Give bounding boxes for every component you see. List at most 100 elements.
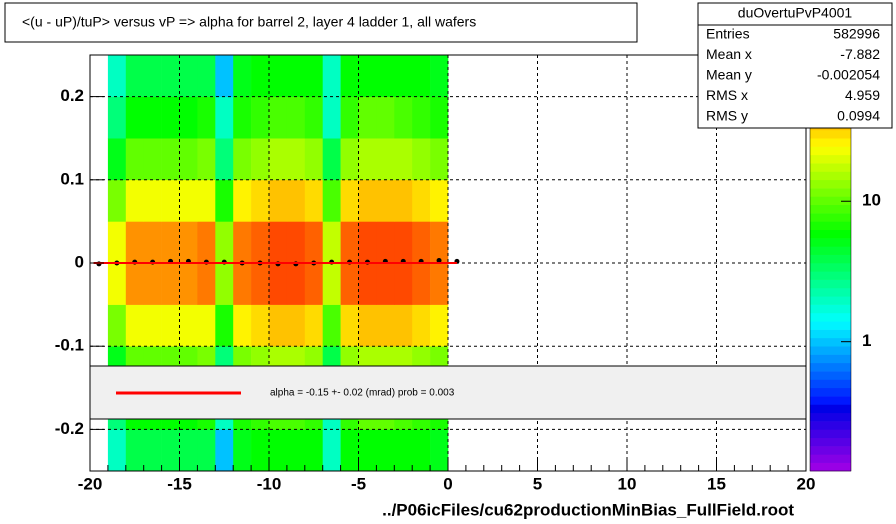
heat-cell — [304, 429, 323, 472]
heat-cell — [143, 263, 162, 305]
heat-cell — [251, 179, 270, 222]
palette-step — [810, 437, 851, 447]
heat-cell — [376, 55, 395, 97]
heat-cell — [412, 96, 431, 139]
heat-cell — [394, 138, 413, 181]
heat-cell — [430, 96, 449, 139]
heat-cell — [251, 263, 270, 305]
palette-step — [810, 146, 851, 156]
heat-cell — [125, 55, 144, 97]
heat-cell — [215, 304, 234, 347]
heat-cell — [358, 179, 377, 222]
heat-cell — [125, 96, 144, 139]
heat-cell — [340, 179, 359, 222]
heat-cell — [233, 96, 252, 139]
heat-cell — [233, 179, 252, 222]
heat-cell — [197, 304, 216, 347]
heat-cell — [179, 263, 198, 305]
heat-cell — [161, 96, 180, 139]
heat-cell — [322, 138, 341, 181]
heat-cell — [215, 179, 234, 222]
heat-cell — [358, 263, 377, 305]
palette-step — [810, 346, 851, 355]
x-tick-label: -10 — [257, 474, 282, 493]
heat-cell — [340, 221, 359, 264]
stats-value: 582996 — [833, 26, 880, 42]
heat-cell — [358, 304, 377, 347]
heat-cell — [269, 304, 288, 347]
heat-cell — [322, 96, 341, 139]
stats-label: Entries — [706, 26, 750, 42]
heat-cell — [358, 55, 377, 97]
heat-cell — [125, 179, 144, 222]
chart-title: <(u - uP)/tuP> versus vP => alpha for ba… — [22, 14, 476, 30]
heat-cell — [322, 429, 341, 472]
x-tick-label: 15 — [707, 474, 726, 493]
heat-cell — [394, 55, 413, 97]
heat-cell — [340, 55, 359, 97]
stats-label: RMS y — [706, 108, 748, 124]
heat-cell — [215, 96, 234, 139]
palette-step — [810, 213, 851, 222]
heat-cell — [143, 138, 162, 181]
heat-cell — [215, 221, 234, 264]
heat-cell — [143, 179, 162, 222]
heat-cell — [304, 304, 323, 347]
heat-cell — [233, 55, 252, 97]
palette-step — [810, 188, 851, 197]
heat-cell — [412, 263, 431, 305]
stats-label: Mean y — [706, 67, 752, 83]
palette-step — [810, 171, 851, 181]
heat-cell — [269, 138, 288, 181]
heat-cell — [179, 179, 198, 222]
heat-cell — [143, 429, 162, 472]
heat-cell — [304, 221, 323, 264]
heat-cell — [107, 429, 127, 472]
heat-cell — [376, 304, 395, 347]
heat-cell — [358, 429, 377, 472]
heat-cell — [125, 429, 144, 472]
palette-step — [810, 129, 851, 139]
heat-cell — [376, 429, 395, 472]
palette-step — [810, 371, 851, 380]
heat-cell — [197, 55, 216, 97]
heat-cell — [286, 55, 306, 97]
heat-cell — [286, 221, 306, 264]
palette-step — [810, 163, 851, 172]
heat-cell — [197, 221, 216, 264]
heat-cell — [376, 138, 395, 181]
heat-cell — [394, 429, 413, 472]
heat-cell — [322, 304, 341, 347]
heat-cell — [286, 304, 306, 347]
heat-cell — [376, 179, 395, 222]
heat-cell — [286, 96, 306, 139]
palette-step — [810, 221, 851, 231]
heat-cell — [179, 429, 198, 472]
heat-cell — [251, 96, 270, 139]
heat-cell — [376, 221, 395, 264]
palette-step — [810, 446, 851, 455]
heat-cell — [269, 96, 288, 139]
y-tick-label: -0.2 — [55, 419, 84, 438]
heat-cell — [340, 138, 359, 181]
stats-box — [697, 2, 893, 129]
heat-cell — [358, 96, 377, 139]
palette-step — [810, 304, 851, 314]
heat-cell — [125, 221, 144, 264]
heat-cell — [304, 55, 323, 97]
heat-cell — [304, 179, 323, 222]
heat-cell — [304, 138, 323, 181]
heat-cell — [358, 138, 377, 181]
heat-cell — [269, 221, 288, 264]
palette-step — [810, 179, 851, 189]
palette-step — [810, 254, 851, 264]
heat-cell — [304, 96, 323, 139]
heat-cell — [233, 221, 252, 264]
heat-cell — [125, 138, 144, 181]
x-tick-label: 0 — [443, 474, 452, 493]
x-tick-label: 20 — [797, 474, 816, 493]
palette-step — [810, 421, 851, 430]
heat-cell — [107, 221, 127, 264]
profile-point — [436, 258, 442, 264]
heat-cell — [143, 55, 162, 97]
